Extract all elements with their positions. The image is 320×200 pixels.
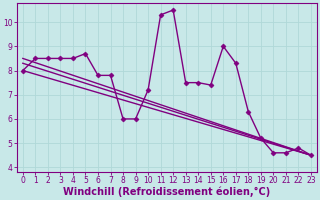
X-axis label: Windchill (Refroidissement éolien,°C): Windchill (Refroidissement éolien,°C) [63,187,270,197]
